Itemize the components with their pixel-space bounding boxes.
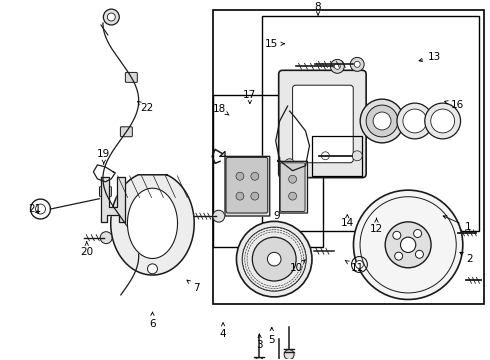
Circle shape (354, 61, 360, 67)
Text: 5: 5 (269, 327, 275, 345)
Circle shape (393, 231, 401, 239)
Circle shape (425, 103, 461, 139)
Bar (262, 16, 479, 230)
Text: 17: 17 (243, 90, 256, 104)
Circle shape (289, 175, 296, 183)
Bar (213, 95, 323, 247)
Circle shape (147, 264, 157, 274)
Polygon shape (278, 157, 308, 213)
FancyBboxPatch shape (121, 127, 132, 137)
Circle shape (355, 261, 364, 269)
Text: 12: 12 (370, 218, 383, 234)
Circle shape (353, 190, 463, 300)
FancyBboxPatch shape (125, 72, 137, 82)
FancyBboxPatch shape (279, 70, 366, 177)
Circle shape (334, 63, 341, 69)
Polygon shape (127, 188, 177, 258)
Circle shape (330, 59, 344, 73)
FancyBboxPatch shape (226, 157, 268, 213)
Polygon shape (101, 177, 125, 221)
Circle shape (400, 237, 416, 252)
Text: 10: 10 (290, 260, 305, 273)
Circle shape (366, 105, 398, 137)
Text: 15: 15 (265, 39, 284, 49)
Circle shape (251, 192, 259, 200)
Circle shape (251, 172, 259, 180)
Circle shape (360, 99, 404, 143)
Circle shape (35, 204, 46, 214)
Text: 14: 14 (341, 215, 354, 228)
Text: 3: 3 (256, 334, 263, 350)
Bar (313, 136, 362, 176)
Circle shape (394, 252, 403, 260)
Circle shape (252, 237, 296, 281)
Text: 7: 7 (187, 280, 199, 293)
Text: 13: 13 (419, 52, 441, 62)
FancyBboxPatch shape (293, 85, 353, 163)
Circle shape (289, 192, 296, 200)
Text: 2: 2 (460, 252, 473, 264)
Text: 8: 8 (315, 2, 321, 15)
Polygon shape (111, 175, 194, 275)
Text: 21: 21 (28, 204, 41, 214)
Circle shape (403, 109, 427, 133)
Circle shape (414, 230, 421, 238)
Text: 11: 11 (345, 260, 364, 273)
FancyBboxPatch shape (99, 186, 111, 197)
Circle shape (237, 221, 312, 297)
FancyBboxPatch shape (280, 163, 305, 212)
Text: 1: 1 (443, 216, 471, 232)
FancyBboxPatch shape (131, 241, 143, 251)
Circle shape (100, 232, 112, 244)
Circle shape (268, 252, 281, 266)
Circle shape (416, 250, 423, 258)
Circle shape (103, 9, 119, 25)
Circle shape (284, 350, 294, 360)
Circle shape (236, 172, 244, 180)
Text: 18: 18 (213, 104, 229, 115)
Text: 6: 6 (149, 312, 156, 329)
Circle shape (385, 222, 431, 268)
Circle shape (107, 13, 115, 21)
Circle shape (236, 192, 244, 200)
Circle shape (352, 151, 362, 161)
Circle shape (350, 57, 364, 71)
Text: 4: 4 (220, 323, 226, 339)
Circle shape (373, 112, 391, 130)
Text: 20: 20 (80, 242, 93, 257)
Circle shape (213, 210, 225, 222)
Circle shape (397, 103, 433, 139)
Circle shape (285, 159, 294, 169)
Text: 19: 19 (97, 149, 110, 164)
Circle shape (321, 152, 329, 160)
Circle shape (254, 357, 264, 360)
Text: 16: 16 (444, 100, 464, 110)
Bar (213, 10, 484, 304)
Circle shape (431, 109, 455, 133)
Text: 9: 9 (273, 207, 285, 221)
Text: 22: 22 (137, 101, 153, 113)
Polygon shape (220, 152, 270, 216)
